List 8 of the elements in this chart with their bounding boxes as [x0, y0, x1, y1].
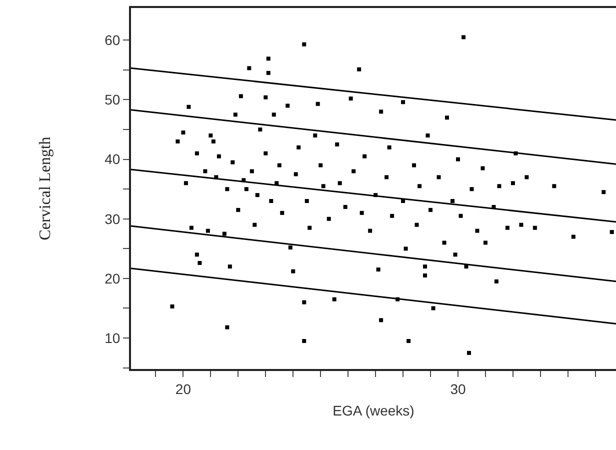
y-tick-label: 50 — [104, 92, 120, 108]
y-tick-label: 60 — [104, 32, 120, 48]
y-tick-label: 20 — [104, 270, 120, 286]
y-tick-label: 10 — [104, 330, 120, 346]
y-tick-label: 40 — [104, 151, 120, 168]
y-axis-title: Cervical Length — [37, 136, 54, 240]
x-axis-title: EGA (weeks) — [332, 402, 414, 419]
y-tick-label: 30 — [104, 210, 120, 227]
